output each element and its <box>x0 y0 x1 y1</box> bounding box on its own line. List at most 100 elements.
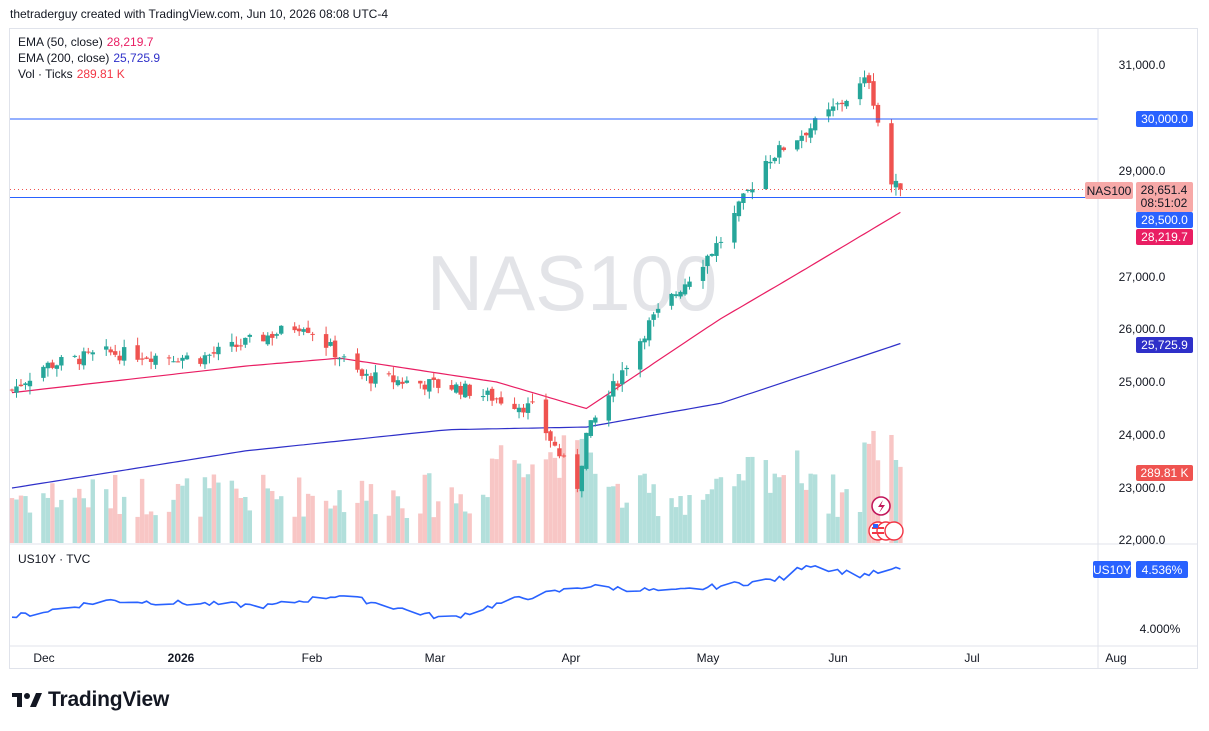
candle-body <box>898 183 903 190</box>
volume-bar <box>588 452 594 543</box>
volume-bar <box>835 516 840 543</box>
volume-bar <box>180 485 185 543</box>
volume-bar <box>81 498 86 543</box>
candle-body <box>104 346 109 350</box>
volume-bar <box>777 477 782 543</box>
candle-body <box>844 100 849 107</box>
tradingview-logo-text: TradingView <box>48 688 170 711</box>
legend-ema50[interactable]: EMA (50, close) 28,219.7 <box>18 34 153 50</box>
volume-bar <box>121 496 127 543</box>
price-tick-label: 27,000.0 <box>1119 270 1166 284</box>
volume-bar <box>768 492 773 543</box>
tag-ema50: 28,219.7 <box>1141 230 1188 244</box>
candle-body <box>709 253 715 256</box>
candle-body <box>355 353 360 370</box>
candle-body <box>548 431 553 441</box>
volume-bar <box>45 497 51 543</box>
candle-body <box>552 441 558 446</box>
price-tags: 30,000.0 NAS100 28,651.408:51:02 28,500.0 28… <box>1085 111 1193 578</box>
us10y-line <box>11 564 901 620</box>
volume-bar <box>359 480 365 543</box>
candle-body <box>485 390 490 395</box>
candle-body <box>341 356 347 358</box>
candle-body <box>81 351 86 366</box>
candle-body <box>682 284 688 295</box>
volume-bar <box>368 484 374 543</box>
volume-bar <box>391 490 396 543</box>
tag-ema50-bg <box>1136 229 1193 245</box>
candle-body <box>718 241 724 243</box>
tag-us10y-value-bg <box>1136 561 1188 578</box>
volume-bar <box>171 499 176 543</box>
volume-bar <box>512 460 517 543</box>
candle-body <box>732 213 737 243</box>
legend-ema50-label: EMA (50, close) <box>18 35 103 49</box>
volume-bar <box>355 502 360 543</box>
volume-bar <box>615 483 620 543</box>
candle-body <box>202 355 208 365</box>
time-tick-label: Dec <box>33 651 54 665</box>
watermark: NAS100 <box>427 239 718 327</box>
candle-body <box>875 104 881 123</box>
candle-body <box>418 380 423 384</box>
candle-body <box>368 376 374 384</box>
candle-body <box>857 83 863 100</box>
candle-body <box>364 373 369 376</box>
volume-bar <box>247 510 253 543</box>
volume-bar <box>328 508 333 543</box>
volume-bar <box>718 477 724 543</box>
volume-bar <box>498 445 504 543</box>
volume-bar <box>772 473 777 543</box>
candle-body <box>265 335 270 345</box>
candle-body <box>404 380 410 383</box>
volume-bar <box>59 499 64 543</box>
candle-body <box>359 369 365 376</box>
axes: 31,000.0 29,000.0 27,000.0 26,000.0 25,000.0… <box>10 29 1198 668</box>
volume-bar <box>202 477 208 543</box>
tag-volume-bg <box>1136 465 1193 481</box>
sub-pane-label[interactable]: US10Y · TVC <box>18 552 91 566</box>
candle-body <box>593 417 598 423</box>
volume-bar <box>489 458 495 543</box>
volume-bar <box>525 474 531 543</box>
candle-body <box>579 465 585 492</box>
candle-body <box>458 385 463 395</box>
legend-volume-value: 289.81 K <box>76 67 125 81</box>
candle-body <box>14 386 19 393</box>
candle-body <box>687 281 692 287</box>
volume-bar <box>799 483 804 543</box>
legend-ema200[interactable]: EMA (200, close) 25,725.9 <box>18 50 160 66</box>
candle-body <box>669 293 674 306</box>
candle-body <box>561 455 567 457</box>
candle-body <box>323 334 329 348</box>
volume-bar <box>279 496 284 543</box>
volume-bar <box>714 478 719 543</box>
candle-body <box>108 349 113 353</box>
volume-bar <box>709 489 715 543</box>
volume-bar <box>781 475 786 543</box>
tag-us10y-value: 4.536% <box>1142 563 1183 577</box>
volume-bar <box>113 474 118 543</box>
volume-bar <box>431 517 436 543</box>
volume-bar <box>211 474 217 543</box>
candle-body <box>305 327 311 333</box>
candle-body <box>611 381 616 397</box>
tradingview-logo[interactable]: TradingView <box>12 688 169 712</box>
volume-bar <box>830 474 836 543</box>
candle-body <box>113 351 118 355</box>
candle-body <box>862 77 867 84</box>
candle-body <box>763 160 769 190</box>
volume-bar <box>310 495 315 543</box>
time-tick-label: May <box>697 651 720 665</box>
volume-bar <box>750 456 755 543</box>
volume-bar <box>139 478 145 543</box>
candle-body <box>714 243 719 256</box>
volume-bar <box>418 513 423 543</box>
legend-volume[interactable]: Vol · Ticks 289.81 K <box>18 66 125 82</box>
candle-body <box>261 334 266 342</box>
tag-volume: 289.81 K <box>1140 466 1188 480</box>
volume-bar <box>270 491 275 543</box>
tag-us10y-symbol-bg <box>1093 561 1131 578</box>
candle-body <box>72 355 78 357</box>
